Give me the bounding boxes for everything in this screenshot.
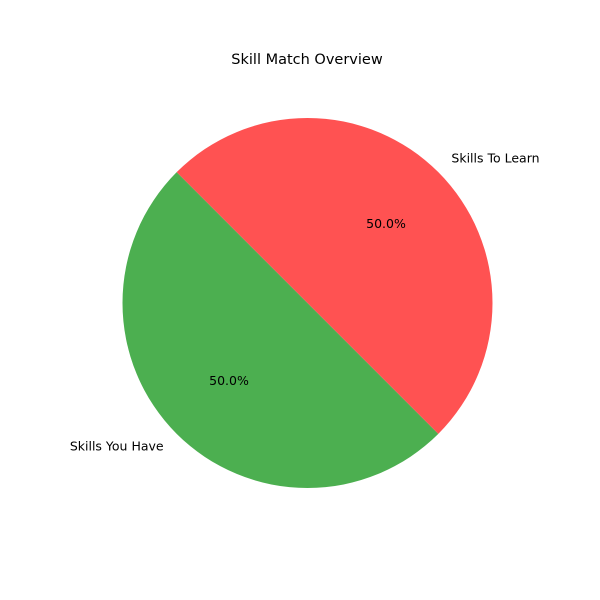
pie-labels: Skills You Have 50.0% Skills To Learn 50.0%	[70, 151, 540, 454]
pie-percent-skills-to-learn: 50.0%	[366, 216, 406, 231]
pie-slices	[122, 118, 493, 488]
pie-label-skills-you-have: Skills You Have	[70, 438, 164, 453]
pie-percent-skills-you-have: 50.0%	[209, 373, 249, 388]
pie-slice-skills-to-learn	[176, 118, 493, 434]
pie-label-skills-to-learn: Skills To Learn	[451, 151, 539, 166]
pie-slice-skills-you-have	[122, 172, 439, 488]
chart-title: Skill Match Overview	[231, 52, 383, 68]
